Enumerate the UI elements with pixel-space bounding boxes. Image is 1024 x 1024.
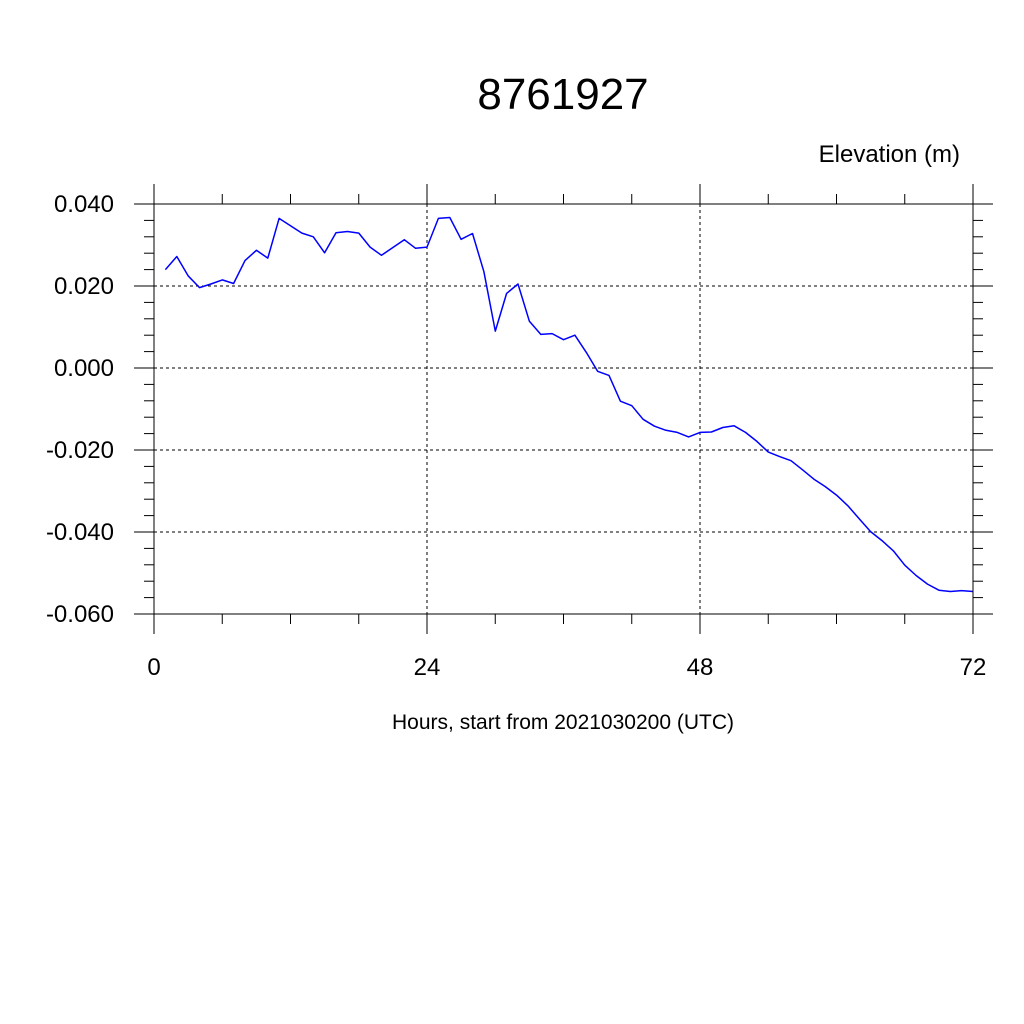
y-tick-label: -0.020 [46,437,114,464]
tick-labels: 0.040 0.020 0.000 -0.020 -0.040 -0.060 0 24 48 72 [46,191,986,681]
y-tick-label: 0.020 [54,273,114,300]
y-tick-label: -0.040 [46,519,114,546]
x-tick-label: 24 [414,654,441,681]
x-tick-label: 72 [960,654,987,681]
x-tick-label: 0 [147,654,160,681]
chart-title: 8761927 [477,70,648,119]
y-tick-label: -0.060 [46,601,114,628]
grid-lines [154,204,973,614]
y-tick-label: 0.040 [54,191,114,218]
x-axis-label: Hours, start from 2021030200 (UTC) [392,711,734,734]
data-series [164,216,974,593]
y-axis-unit-label: Elevation (m) [819,141,960,168]
x-tick-label: 48 [687,654,714,681]
series-line [164,216,974,593]
y-tick-label: 0.000 [54,355,114,382]
plot-frame [153,203,974,615]
axis-ticks [134,184,993,634]
